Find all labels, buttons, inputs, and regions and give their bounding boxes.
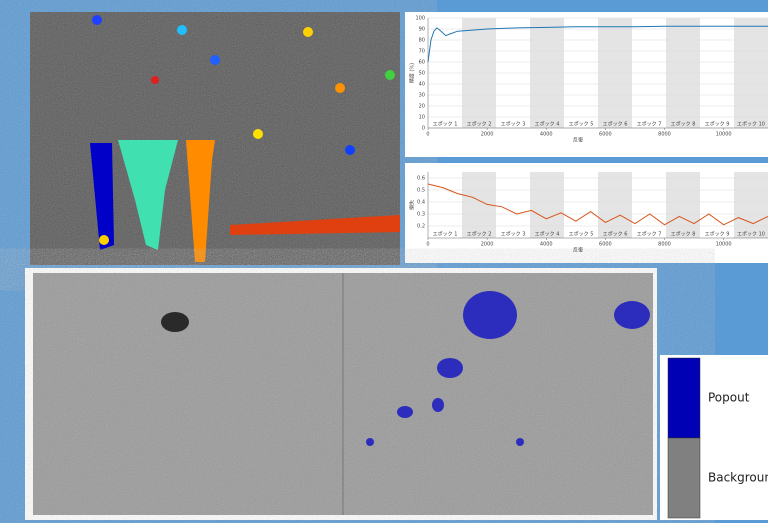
x-tick-label: 0: [426, 242, 429, 248]
epoch-label: エポック 10: [737, 231, 765, 238]
epoch-label: エポック 1: [433, 231, 458, 238]
epoch-band: [734, 172, 768, 238]
x-tick-label: 2000: [481, 242, 494, 248]
y-tick-label: 20: [419, 104, 425, 110]
x-axis-label: 反復: [573, 137, 583, 144]
y-tick-label: 50: [419, 71, 425, 77]
legend-label: Background: [708, 471, 768, 485]
epoch-label: エポック 6: [603, 231, 628, 238]
detection-image: [25, 268, 657, 520]
x-tick-label: 8000: [658, 132, 671, 138]
epoch-label: エポック 1: [433, 121, 458, 128]
legend: Popout Background: [660, 355, 768, 520]
x-tick-label: 4000: [540, 132, 553, 138]
y-tick-label: 0.6: [417, 176, 425, 182]
epoch-label: エポック 3: [501, 231, 526, 238]
epoch-label: エポック 9: [705, 121, 730, 128]
legend-label: Popout: [708, 391, 750, 405]
y-tick-label: 30: [419, 93, 425, 99]
x-tick-label: 6000: [599, 132, 612, 138]
y-tick-label: 80: [419, 38, 425, 44]
x-tick-label: 4000: [540, 242, 553, 248]
x-tick-label: 6000: [599, 242, 612, 248]
y-tick-label: 0.5: [417, 188, 425, 194]
epoch-label: エポック 2: [467, 231, 492, 238]
epoch-band: [598, 172, 632, 238]
y-tick-label: 0.4: [417, 200, 425, 206]
figure: Popout Background エポック 1 エポック 2 エポック 3 エポック …: [0, 0, 768, 523]
epoch-label: エポック 5: [569, 231, 594, 238]
epoch-label: エポック 4: [535, 231, 560, 238]
segmented-image: [30, 12, 400, 265]
y-axis-label: 損失: [409, 200, 416, 210]
epoch-label: エポック 10: [737, 121, 765, 128]
epoch-label: エポック 8: [671, 121, 696, 128]
x-tick-label: 8000: [658, 242, 671, 248]
epoch-label: エポック 4: [535, 121, 560, 128]
epoch-label: エポック 9: [705, 231, 730, 238]
x-tick-label: 10000: [716, 132, 732, 138]
epoch-label: エポック 5: [569, 121, 594, 128]
y-tick-label: 0: [422, 126, 425, 132]
y-tick-label: 100: [415, 16, 425, 22]
epoch-label: エポック 3: [501, 121, 526, 128]
x-tick-label: 0: [426, 132, 429, 138]
y-tick-label: 60: [419, 60, 425, 66]
y-tick-label: 0.2: [417, 224, 425, 230]
legend-swatch: [668, 438, 700, 518]
epoch-band: [666, 172, 700, 238]
x-tick-label: 10000: [716, 242, 732, 248]
legend-swatch: [668, 358, 700, 438]
epoch-label: エポック 2: [467, 121, 492, 128]
epoch-label: エポック 6: [603, 121, 628, 128]
y-tick-label: 70: [419, 49, 425, 55]
epoch-label: エポック 7: [637, 121, 662, 128]
y-tick-label: 40: [419, 82, 425, 88]
y-axis-label: 精度 (%): [409, 63, 416, 83]
x-tick-label: 2000: [481, 132, 494, 138]
y-tick-label: 10: [419, 115, 425, 121]
epoch-band: [530, 172, 564, 238]
y-tick-label: 0.3: [417, 212, 425, 218]
y-tick-label: 90: [419, 27, 425, 33]
epoch-label: エポック 8: [671, 231, 696, 238]
x-axis-label: 反復: [573, 247, 583, 254]
plot-panel: [405, 12, 768, 157]
epoch-label: エポック 7: [637, 231, 662, 238]
